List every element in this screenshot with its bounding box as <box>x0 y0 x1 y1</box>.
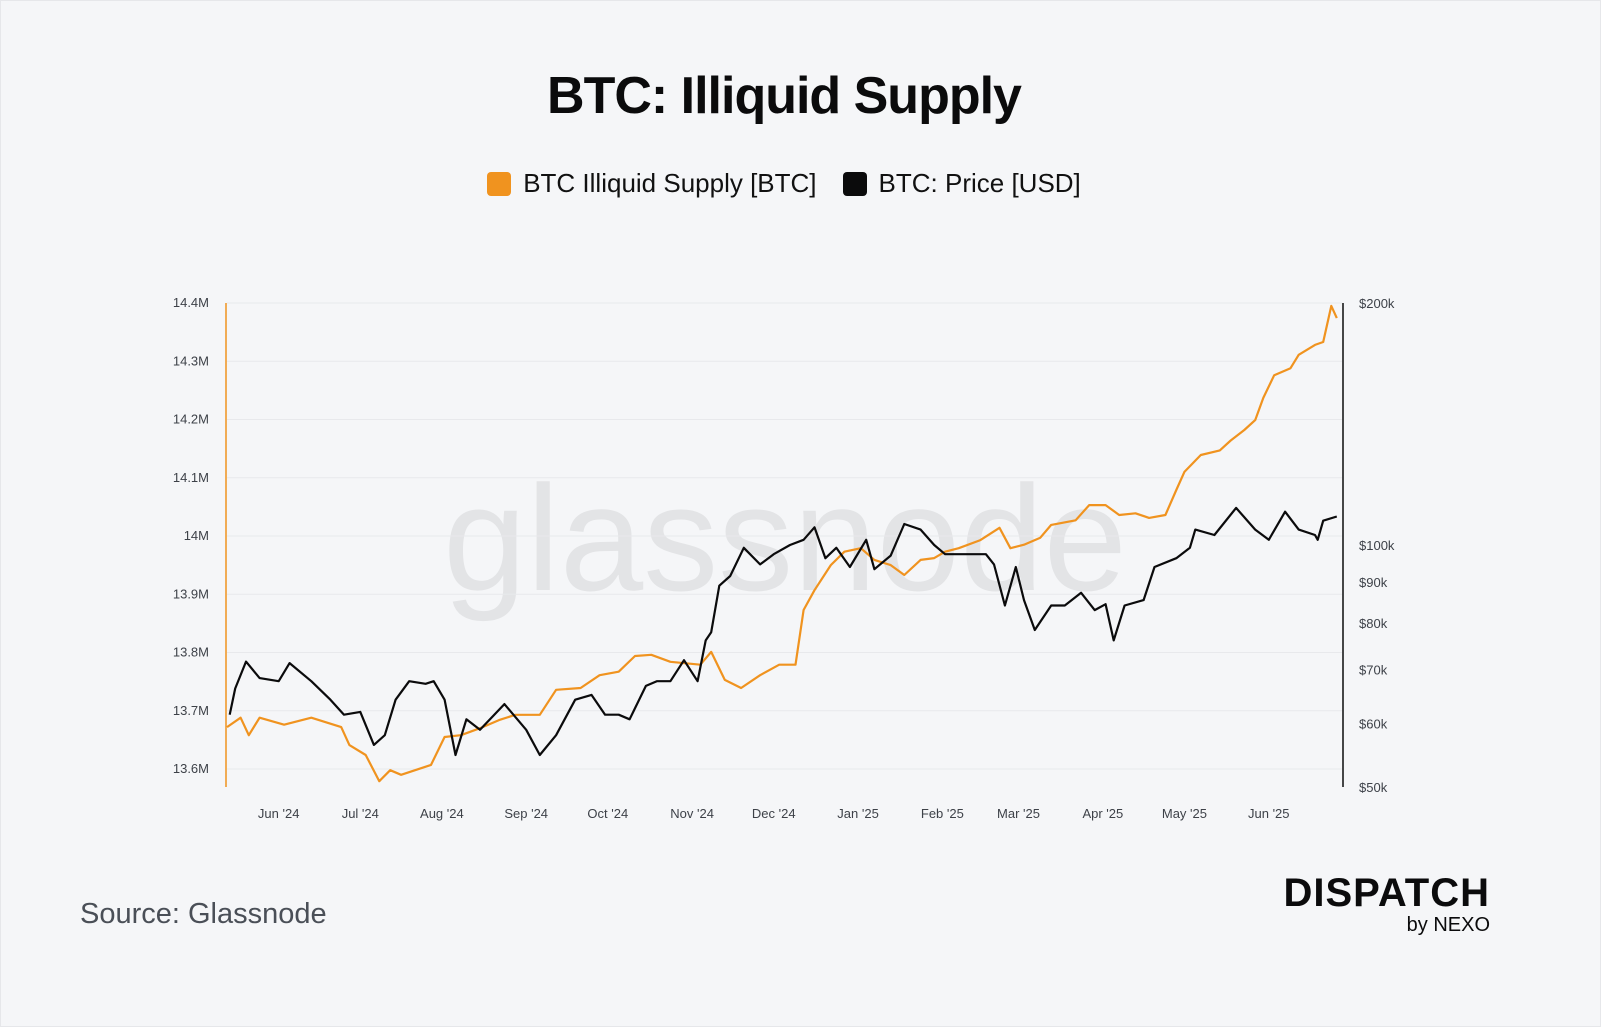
legend-swatch-black <box>842 171 867 196</box>
x-tick-label: Mar '25 <box>997 806 1040 821</box>
legend: BTC Illiquid Supply [BTC] BTC: Price [US… <box>0 168 1568 199</box>
y-left-tick-label: 14.2M <box>173 412 209 427</box>
chart-title: BTC: Illiquid Supply <box>547 67 1022 125</box>
y-left-tick-label: 13.6M <box>173 761 209 776</box>
source-note: Source: Glassnode <box>80 898 327 930</box>
x-tick-label: Jun '24 <box>258 806 300 821</box>
y-left-tick-label: 13.9M <box>173 586 209 601</box>
y-left-tick-label: 13.8M <box>173 645 209 660</box>
watermark: glassnode <box>443 454 1127 622</box>
x-tick-label: Jun '25 <box>1248 806 1290 821</box>
y-left-tick-label: 14M <box>184 528 209 543</box>
y-left-tick-label: 14.1M <box>173 470 209 485</box>
x-tick-label: Oct '24 <box>587 806 628 821</box>
illiquid-supply-line <box>226 304 1338 783</box>
legend-item-illiquid-supply: BTC Illiquid Supply [BTC] <box>487 168 817 199</box>
x-tick-label: Jan '25 <box>837 806 879 821</box>
btc-price-line <box>228 506 1338 757</box>
legend-swatch-orange <box>487 171 512 196</box>
x-tick-label: Feb '25 <box>921 806 964 821</box>
y-left-tick-label: 14.4M <box>173 295 209 310</box>
y-right-tick-label: $200k <box>1359 296 1395 311</box>
x-tick-label: Jul '24 <box>342 806 379 821</box>
y-right-tick-label: $90k <box>1359 575 1388 590</box>
y-right-tick-label: $60k <box>1359 716 1388 731</box>
x-tick-label: Aug '24 <box>420 806 464 821</box>
x-tick-label: Sep '24 <box>504 806 548 821</box>
x-tick-label: Nov '24 <box>670 806 714 821</box>
x-tick-label: May '25 <box>1162 806 1207 821</box>
dispatch-logo: DISPATCH by NEXO <box>1232 872 1490 937</box>
legend-label: BTC Illiquid Supply [BTC] <box>523 168 817 198</box>
y-right-tick-label: $50k <box>1359 780 1388 795</box>
legend-item-price: BTC: Price [USD] <box>842 168 1081 199</box>
y-left-tick-label: 14.3M <box>173 353 209 368</box>
y-left-tick-label: 13.7M <box>173 703 209 718</box>
logo-sub: by NEXO <box>1406 914 1490 936</box>
y-right-tick-label: $70k <box>1359 663 1388 678</box>
y-right-tick-label: $80k <box>1359 616 1388 631</box>
logo-main: DISPATCH <box>1283 871 1490 915</box>
legend-label: BTC: Price [USD] <box>878 168 1081 198</box>
y-right-tick-label: $100k <box>1359 538 1395 553</box>
x-tick-label: Dec '24 <box>752 806 796 821</box>
x-tick-label: Apr '25 <box>1082 806 1123 821</box>
